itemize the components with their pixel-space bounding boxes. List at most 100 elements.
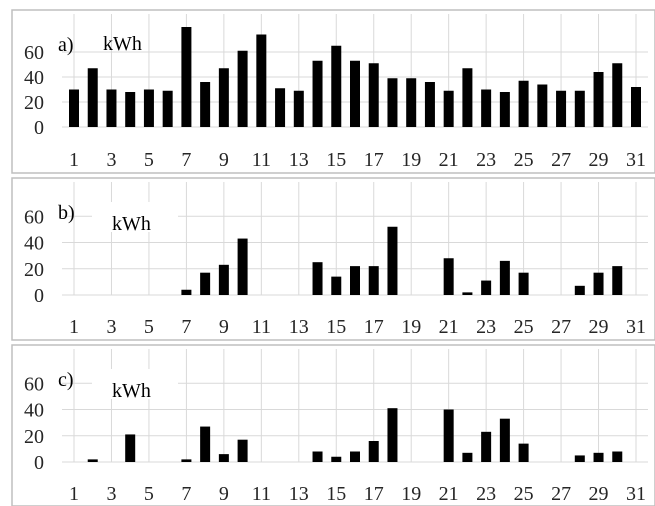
unit-label-background [92, 202, 178, 232]
y-tick-label: 20 [24, 92, 44, 114]
x-tick-label: 25 [514, 483, 534, 505]
bar-day-24 [499, 418, 510, 462]
bar-day-16 [350, 266, 360, 295]
x-tick-label: 7 [181, 316, 191, 338]
bar-day-13 [293, 90, 304, 127]
bar-day-16 [350, 60, 360, 127]
bar-day-7 [181, 289, 192, 295]
x-tick-label: 9 [219, 316, 229, 338]
x-tick-label: 27 [551, 316, 571, 338]
bar-day-10 [237, 50, 248, 127]
bar-day-20 [424, 82, 435, 127]
bar-day-1 [69, 89, 79, 127]
bar-day-14 [312, 262, 323, 295]
bar-day-30 [612, 266, 623, 295]
bar-day-7 [181, 27, 192, 127]
bar-day-23 [481, 431, 492, 462]
bar-day-22 [462, 292, 473, 295]
x-tick-label: 15 [326, 316, 346, 338]
bar-day-2 [87, 68, 98, 127]
x-tick-label: 11 [252, 316, 271, 338]
panel-label: a) [58, 34, 74, 56]
bar-day-22 [462, 68, 473, 127]
x-tick-label: 19 [401, 316, 421, 338]
x-tick-label: 29 [589, 149, 609, 171]
bar-day-8 [200, 426, 211, 462]
x-tick-label: 27 [551, 149, 571, 171]
bar-day-9 [218, 264, 229, 295]
y-tick-label: 0 [34, 452, 44, 474]
bar-day-8 [200, 272, 211, 295]
x-tick-label: 9 [219, 483, 229, 505]
bar-day-29 [593, 272, 604, 295]
unit-label: kWh [112, 380, 151, 402]
bar-day-14 [312, 451, 323, 462]
x-tick-label: 29 [589, 483, 609, 505]
x-tick-label: 7 [181, 149, 191, 171]
x-tick-label: 27 [551, 483, 571, 505]
x-tick-label: 15 [326, 483, 346, 505]
x-tick-label: 13 [289, 149, 309, 171]
bar-day-21 [443, 258, 454, 295]
bar-day-28 [574, 90, 585, 127]
x-tick-label: 17 [364, 149, 384, 171]
bar-day-12 [275, 88, 286, 127]
bar-day-14 [312, 60, 323, 127]
panel-label: b) [58, 202, 75, 224]
x-tick-label: 13 [289, 483, 309, 505]
x-tick-label: 1 [69, 149, 79, 171]
y-tick-label: 20 [24, 426, 44, 448]
bar-day-4 [125, 92, 136, 127]
bar-day-11 [256, 34, 267, 127]
x-tick-label: 21 [439, 149, 459, 171]
y-tick-label: 40 [24, 400, 44, 422]
x-tick-label: 11 [252, 483, 271, 505]
y-tick-label: 40 [24, 67, 44, 89]
x-tick-label: 17 [364, 316, 384, 338]
x-tick-label: 9 [219, 149, 229, 171]
x-tick-label: 23 [476, 483, 496, 505]
bar-day-8 [200, 82, 211, 127]
x-tick-label: 19 [401, 483, 421, 505]
x-tick-label: 21 [439, 316, 459, 338]
x-tick-label: 1 [69, 316, 79, 338]
panel-label: c) [58, 369, 74, 391]
bar-day-28 [574, 285, 585, 295]
bar-day-17 [368, 63, 379, 127]
x-tick-label: 23 [476, 316, 496, 338]
bar-day-30 [612, 451, 623, 462]
bar-day-22 [462, 452, 473, 462]
bar-day-25 [518, 443, 529, 462]
bar-day-30 [612, 63, 623, 127]
bar-day-28 [574, 455, 585, 462]
x-tick-label: 5 [144, 149, 154, 171]
y-tick-label: 60 [24, 206, 44, 228]
y-tick-label: 0 [34, 117, 44, 139]
bar-day-24 [499, 92, 510, 127]
bar-day-2 [87, 459, 98, 462]
bar-day-9 [218, 454, 229, 462]
bar-day-4 [125, 434, 136, 462]
bar-day-9 [218, 68, 229, 127]
bar-day-24 [499, 260, 510, 295]
x-tick-label: 1 [69, 483, 79, 505]
x-tick-label: 31 [626, 483, 646, 505]
bar-day-15 [331, 276, 342, 295]
bar-day-18 [387, 78, 398, 127]
x-tick-label: 11 [252, 149, 271, 171]
x-tick-label: 19 [401, 149, 421, 171]
bar-day-25 [518, 80, 529, 127]
bar-day-16 [350, 451, 360, 462]
x-tick-label: 25 [514, 149, 534, 171]
bar-day-15 [331, 456, 342, 462]
bar-day-17 [368, 441, 379, 462]
bar-day-31 [631, 87, 641, 127]
x-tick-label: 3 [106, 316, 116, 338]
y-tick-label: 20 [24, 259, 44, 281]
unit-label-background [92, 369, 178, 399]
y-tick-label: 60 [24, 42, 44, 64]
x-tick-label: 21 [439, 483, 459, 505]
bar-day-21 [443, 90, 454, 127]
